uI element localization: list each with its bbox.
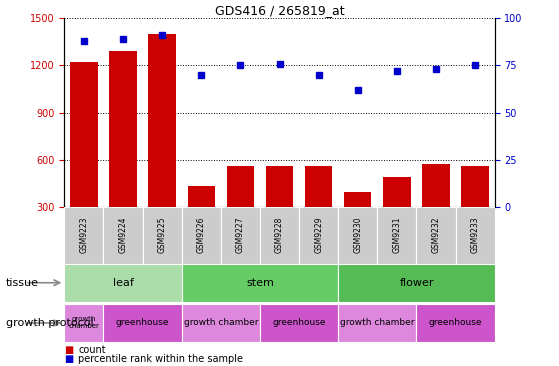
Text: percentile rank within the sample: percentile rank within the sample xyxy=(78,354,243,364)
FancyBboxPatch shape xyxy=(416,207,456,264)
Bar xyxy=(423,164,449,254)
FancyBboxPatch shape xyxy=(143,207,182,264)
FancyBboxPatch shape xyxy=(416,304,495,342)
FancyBboxPatch shape xyxy=(221,207,260,264)
Bar xyxy=(188,186,215,254)
FancyBboxPatch shape xyxy=(299,207,338,264)
Text: GSM9224: GSM9224 xyxy=(119,217,127,253)
Text: GSM9232: GSM9232 xyxy=(432,217,440,253)
Bar xyxy=(149,34,176,254)
Bar xyxy=(110,51,137,254)
Text: growth chamber: growth chamber xyxy=(340,318,415,328)
Bar xyxy=(70,62,97,254)
FancyBboxPatch shape xyxy=(338,264,495,302)
Text: ■: ■ xyxy=(64,354,74,364)
Text: greenhouse: greenhouse xyxy=(116,318,169,328)
Text: GSM9225: GSM9225 xyxy=(158,217,167,253)
Text: tissue: tissue xyxy=(6,278,39,288)
FancyBboxPatch shape xyxy=(103,304,182,342)
Text: leaf: leaf xyxy=(112,278,134,288)
FancyBboxPatch shape xyxy=(64,207,103,264)
Text: count: count xyxy=(78,345,106,355)
Bar xyxy=(383,177,410,254)
Bar xyxy=(344,192,372,254)
Text: GSM9230: GSM9230 xyxy=(353,217,362,254)
Bar xyxy=(305,166,333,254)
Text: growth
chamber: growth chamber xyxy=(68,317,100,329)
Text: growth protocol: growth protocol xyxy=(6,318,93,328)
Text: GSM9227: GSM9227 xyxy=(236,217,245,253)
FancyBboxPatch shape xyxy=(64,264,182,302)
FancyBboxPatch shape xyxy=(456,207,495,264)
Text: greenhouse: greenhouse xyxy=(272,318,326,328)
FancyBboxPatch shape xyxy=(103,207,143,264)
Text: greenhouse: greenhouse xyxy=(429,318,482,328)
FancyBboxPatch shape xyxy=(182,304,260,342)
FancyBboxPatch shape xyxy=(377,207,416,264)
Text: growth chamber: growth chamber xyxy=(183,318,258,328)
Title: GDS416 / 265819_at: GDS416 / 265819_at xyxy=(215,4,344,17)
FancyBboxPatch shape xyxy=(260,207,299,264)
Text: ■: ■ xyxy=(64,345,74,355)
Bar xyxy=(462,166,489,254)
Text: GSM9229: GSM9229 xyxy=(314,217,323,253)
FancyBboxPatch shape xyxy=(338,304,416,342)
Text: GSM9226: GSM9226 xyxy=(197,217,206,253)
Text: flower: flower xyxy=(399,278,434,288)
FancyBboxPatch shape xyxy=(260,304,338,342)
Text: GSM9233: GSM9233 xyxy=(471,217,480,254)
FancyBboxPatch shape xyxy=(182,207,221,264)
FancyBboxPatch shape xyxy=(182,264,338,302)
Bar xyxy=(227,166,254,254)
Text: GSM9223: GSM9223 xyxy=(79,217,88,253)
Text: GSM9231: GSM9231 xyxy=(392,217,401,253)
Text: stem: stem xyxy=(246,278,274,288)
FancyBboxPatch shape xyxy=(64,304,103,342)
FancyBboxPatch shape xyxy=(338,207,377,264)
Text: GSM9228: GSM9228 xyxy=(275,217,284,253)
Bar xyxy=(266,166,293,254)
